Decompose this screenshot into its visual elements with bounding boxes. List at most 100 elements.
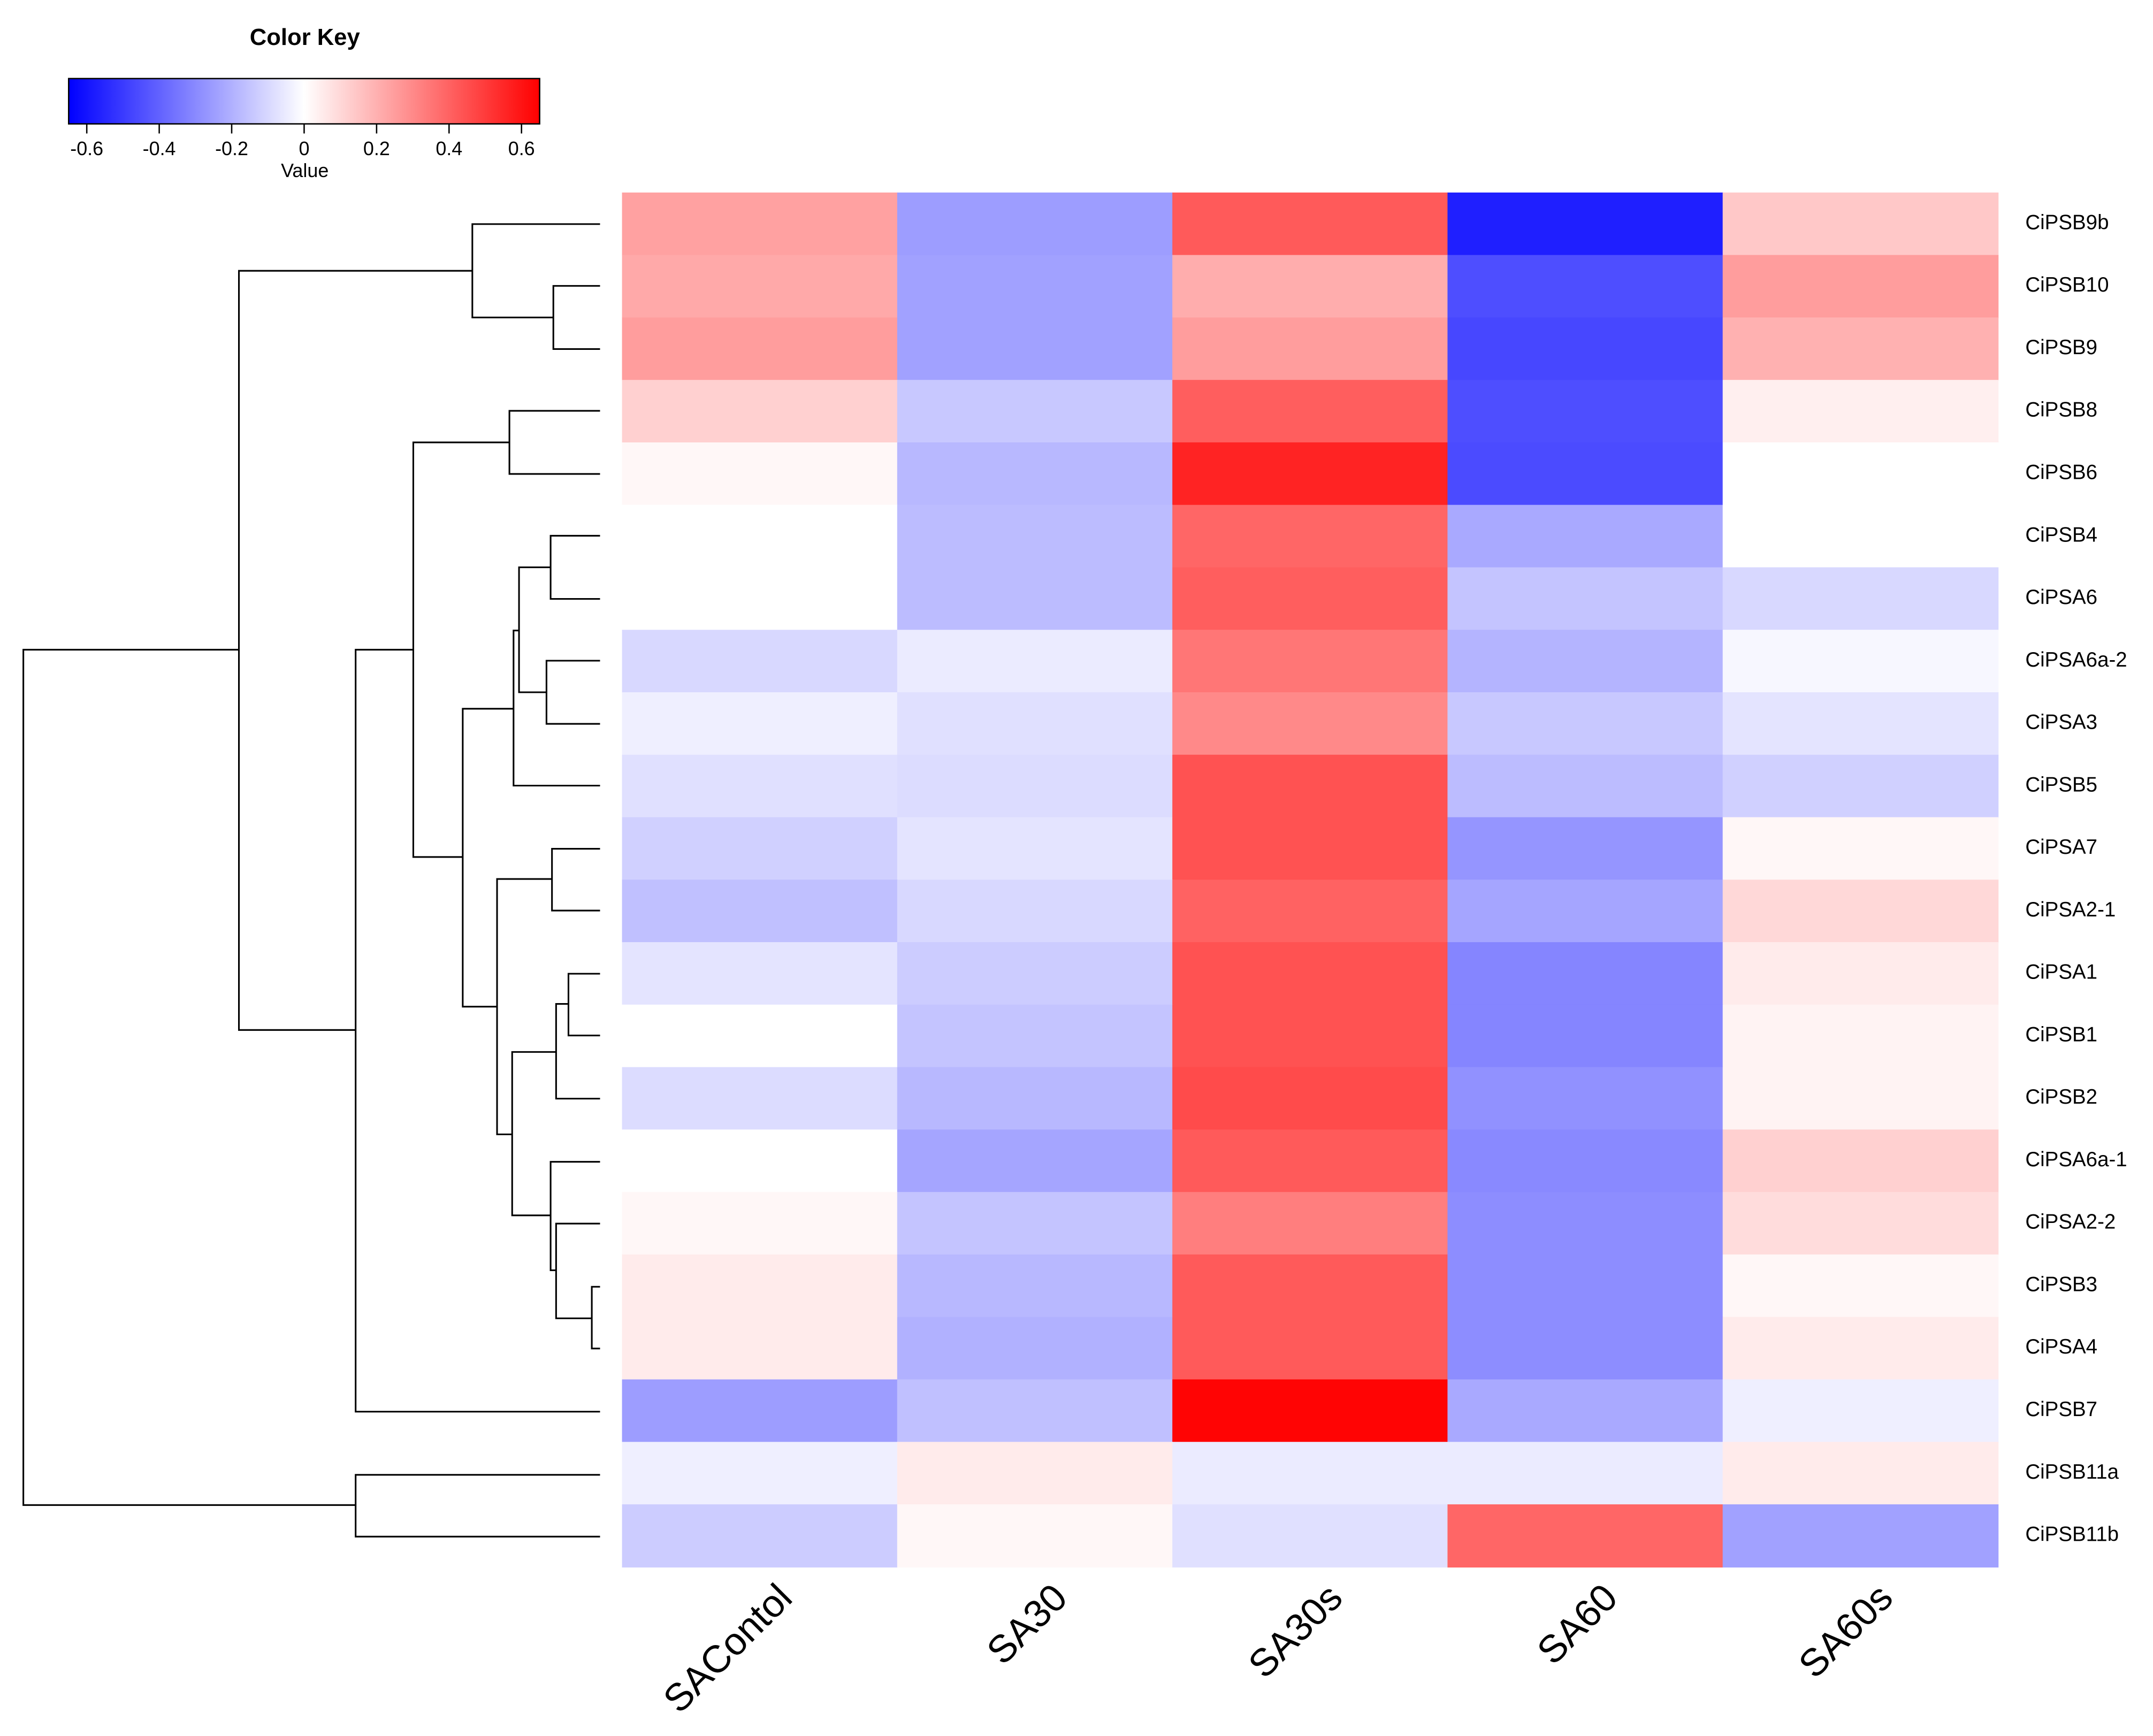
heat-cell: [897, 1504, 1173, 1568]
heat-cell: [1172, 380, 1448, 443]
heat-cell: [622, 1254, 898, 1318]
heat-cell: [897, 1192, 1173, 1256]
heat-cell: [1722, 1442, 1999, 1505]
heat-cell: [1722, 1379, 1999, 1443]
heat-cell: [1447, 692, 1723, 756]
heat-cell: [1447, 1004, 1723, 1068]
heat-cell: [622, 1317, 898, 1380]
heat-cell: [622, 192, 898, 256]
column-label: SA60: [1529, 1576, 1626, 1673]
row-label: CiPSB10: [2025, 273, 2109, 296]
heat-cell: [1722, 942, 1999, 1006]
heat-cell: [1447, 630, 1723, 693]
column-label: SA30: [979, 1576, 1075, 1673]
heat-cell: [622, 1004, 898, 1068]
heat-cell: [622, 317, 898, 381]
heat-cell: [1447, 1317, 1723, 1380]
heat-cell: [622, 817, 898, 881]
row-label: CiPSA2-1: [2025, 898, 2116, 921]
heat-cell: [1447, 1192, 1723, 1256]
row-label: CiPSB5: [2025, 773, 2097, 796]
column-label: SA30s: [1240, 1576, 1350, 1686]
row-label: CiPSA6a-1: [2025, 1148, 2127, 1171]
heat-cell: [897, 817, 1173, 881]
heat-cell: [1447, 504, 1723, 568]
heat-cell: [897, 1254, 1173, 1318]
row-label: CiPSB1: [2025, 1023, 2097, 1046]
heat-cell: [1172, 692, 1448, 756]
key-title: Color Key: [250, 25, 361, 50]
heat-cell: [897, 1067, 1173, 1130]
heat-cell: [1172, 1254, 1448, 1318]
heat-cell: [622, 754, 898, 818]
heat-cell: [622, 567, 898, 631]
heat-cell: [1172, 1004, 1448, 1068]
heat-cell: [1722, 317, 1999, 381]
heat-cell: [1447, 754, 1723, 818]
heat-cell: [1722, 1504, 1999, 1568]
heat-cell: [897, 442, 1173, 506]
heat-cell: [622, 630, 898, 693]
heat-cell: [897, 942, 1173, 1006]
heat-cell: [897, 380, 1173, 443]
heat-cell: [897, 692, 1173, 756]
row-label: CiPSA4: [2025, 1335, 2097, 1358]
row-label: CiPSB7: [2025, 1398, 2097, 1421]
row-label: CiPSB9b: [2025, 211, 2109, 234]
heat-cell: [1722, 1317, 1999, 1380]
heat-cell: [1722, 754, 1999, 818]
key-tick-label: -0.2: [215, 137, 248, 159]
heat-cell: [622, 1067, 898, 1130]
row-label: CiPSA7: [2025, 836, 2097, 859]
heat-cell: [897, 1379, 1173, 1443]
heat-cell: [1172, 1192, 1448, 1256]
heat-cell: [1172, 1379, 1448, 1443]
heat-cell: [897, 1129, 1173, 1193]
heat-cell: [1447, 1067, 1723, 1130]
heat-cell: [622, 880, 898, 943]
heat-cell: [1447, 880, 1723, 943]
heat-cell: [1172, 317, 1448, 381]
heat-cell: [1722, 442, 1999, 506]
row-label: CiPSA3: [2025, 711, 2097, 734]
heat-cell: [897, 192, 1173, 256]
heat-cell: [1722, 255, 1999, 318]
heat-cell: [1722, 880, 1999, 943]
heat-cell: [1447, 1442, 1723, 1505]
heat-cell: [897, 567, 1173, 631]
key-tick-label: 0.6: [508, 137, 535, 159]
key-tick-label: 0: [299, 137, 309, 159]
heat-cell: [622, 1129, 898, 1193]
heat-cell: [1447, 1504, 1723, 1568]
heat-cell: [1447, 1379, 1723, 1443]
heat-cell: [622, 942, 898, 1006]
heat-cell: [1722, 1067, 1999, 1130]
heat-cell: [1172, 1129, 1448, 1193]
heat-cell: [1172, 942, 1448, 1006]
heat-cell: [1447, 192, 1723, 256]
key-tick-label: 0.4: [436, 137, 462, 159]
heat-cell: [1172, 1504, 1448, 1568]
heat-cell: [1172, 1442, 1448, 1505]
row-label: CiPSB11b: [2025, 1523, 2119, 1546]
heat-cell: [622, 442, 898, 506]
heat-cell: [1447, 317, 1723, 381]
heat-cell: [1447, 255, 1723, 318]
heat-cell: [1172, 880, 1448, 943]
heat-cell: [1172, 192, 1448, 256]
key-tick-label: -0.4: [143, 137, 176, 159]
heat-cell: [897, 1442, 1173, 1505]
heat-cell: [897, 1004, 1173, 1068]
heat-cell: [622, 504, 898, 568]
heat-cell: [1722, 567, 1999, 631]
heat-cell: [1172, 567, 1448, 631]
heat-cell: [897, 754, 1173, 818]
row-label: CiPSB11a: [2025, 1460, 2119, 1483]
heat-cell: [622, 255, 898, 318]
heat-cell: [622, 1442, 898, 1505]
row-label: CiPSB6: [2025, 461, 2097, 484]
heat-cell: [622, 1192, 898, 1256]
heat-cell: [1722, 1254, 1999, 1318]
row-label: CiPSB4: [2025, 523, 2097, 546]
